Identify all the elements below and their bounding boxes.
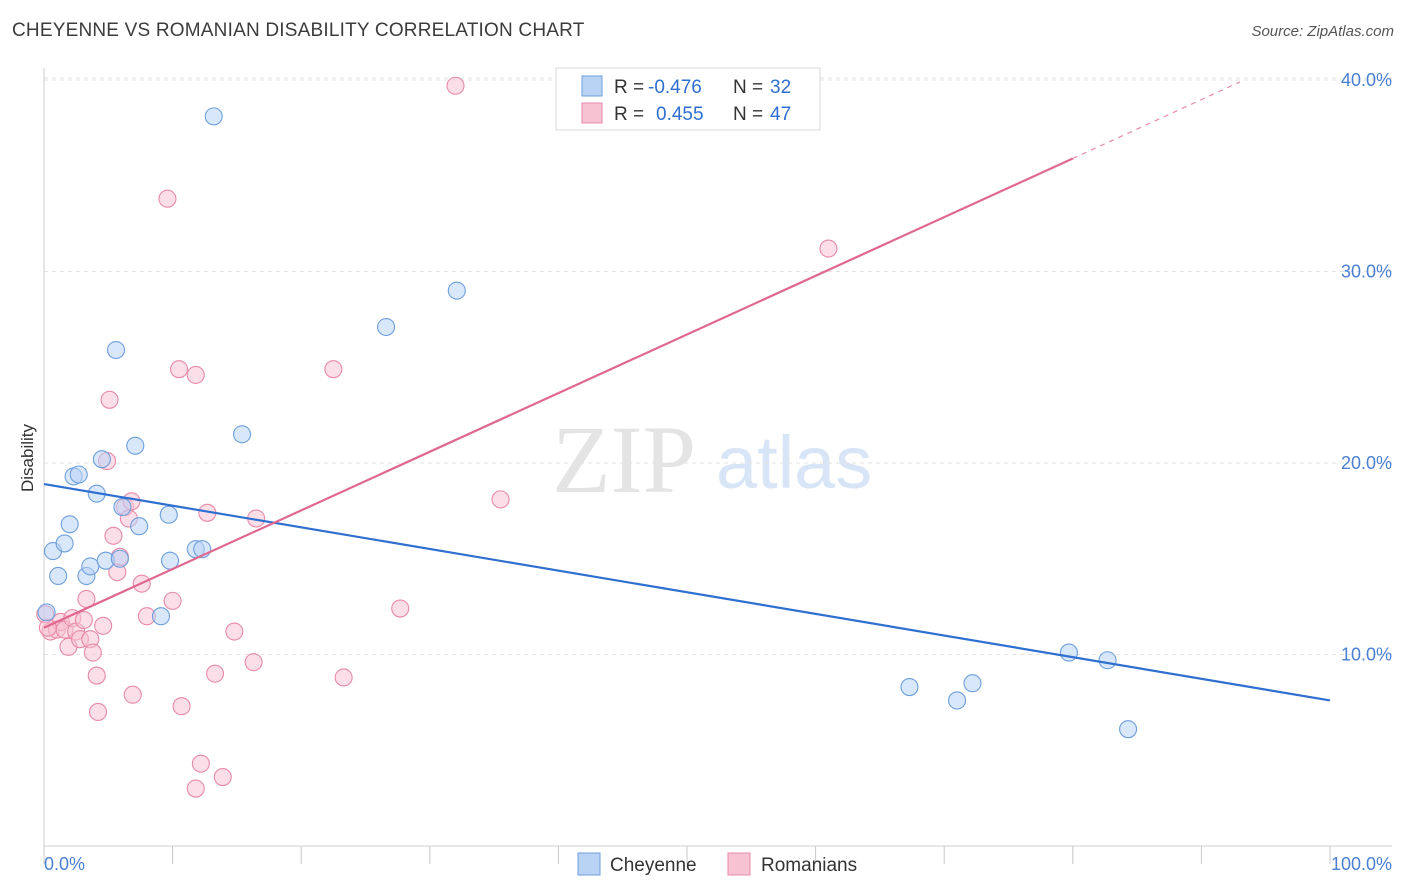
romanians-point xyxy=(83,643,102,662)
romanians-point xyxy=(38,618,57,637)
romanians-point xyxy=(163,591,182,610)
y-tick-label-10: 10.0% xyxy=(1341,645,1392,665)
romanians-point xyxy=(123,685,142,704)
romanians-trend-extension xyxy=(1072,81,1241,160)
cheyenne-point xyxy=(1119,720,1138,739)
cheyenne-point xyxy=(37,603,56,622)
axes xyxy=(43,68,1392,847)
legend-r-label-cheyenne: R = xyxy=(614,77,644,98)
romanians-point xyxy=(158,189,177,208)
cheyenne-point xyxy=(159,505,178,524)
legend-swatch-romanians xyxy=(581,102,603,124)
romanians-point xyxy=(88,702,108,722)
romanians-point xyxy=(491,490,510,509)
cheyenne-point xyxy=(106,340,126,360)
romanians-point xyxy=(100,390,119,409)
romanians-point xyxy=(213,768,232,787)
romanians-point xyxy=(169,360,189,379)
source-label: Source: ZipAtlas.com xyxy=(1251,23,1394,40)
romanians-trend-line xyxy=(43,157,1074,629)
romanians-point xyxy=(186,365,205,384)
cheyenne-point xyxy=(92,450,111,469)
y-tick-label-20: 20.0% xyxy=(1341,453,1392,473)
romanians-point xyxy=(391,599,410,618)
legend-r-value-romanians: 0.455 xyxy=(656,104,704,125)
bottom-legend-swatch-romanians xyxy=(727,852,751,876)
x-tick-label-min: 0.0% xyxy=(44,854,85,874)
y-axis-title: Disability xyxy=(18,423,37,492)
romanians-point xyxy=(446,76,465,95)
bottom-legend-label-romanians: Romanians xyxy=(761,855,857,876)
cheyenne-point xyxy=(110,549,129,568)
romanians-point xyxy=(205,664,225,683)
romanians-point xyxy=(172,697,191,716)
romanians-point xyxy=(225,622,244,641)
cheyenne-point xyxy=(130,517,149,536)
legend-r-value-cheyenne: -0.476 xyxy=(648,77,702,98)
romanians-point xyxy=(819,239,838,258)
cheyenne-point xyxy=(204,107,223,126)
x-ticks xyxy=(43,846,1331,864)
legend-n-value-romanians: 47 xyxy=(770,104,791,125)
romanians-point xyxy=(186,779,205,798)
romanians-point xyxy=(94,616,113,635)
cheyenne-point xyxy=(126,436,145,455)
y-tick-labels: 10.0% 20.0% 30.0% 40.0% xyxy=(1341,70,1392,665)
stats-legend: R = -0.476 N = 32 R = 0.455 N = 47 xyxy=(555,67,821,131)
legend-n-label-romanians: N = xyxy=(733,104,763,125)
romanians-point xyxy=(244,653,263,672)
cheyenne-point xyxy=(963,674,982,693)
bottom-legend-swatch-cheyenne xyxy=(577,852,601,876)
romanians-point xyxy=(74,610,93,630)
cheyenne-point xyxy=(151,607,171,626)
series-legend: Cheyenne Romanians xyxy=(577,852,857,876)
y-tick-label-30: 30.0% xyxy=(1341,262,1392,282)
watermark-zip: ZIP xyxy=(552,406,696,513)
cheyenne-point xyxy=(113,497,132,517)
cheyenne-trend-line xyxy=(43,482,1331,702)
watermark-atlas: atlas xyxy=(716,421,872,504)
romanians-point xyxy=(87,666,106,685)
romanians-point xyxy=(191,754,210,773)
cheyenne-point xyxy=(948,691,967,710)
cheyenne-point xyxy=(447,281,466,300)
cheyenne-point xyxy=(377,317,396,337)
legend-swatch-cheyenne xyxy=(581,75,603,97)
cheyenne-point xyxy=(81,557,100,576)
bottom-legend-label-cheyenne: Cheyenne xyxy=(610,855,697,876)
romanians-point xyxy=(104,526,123,545)
legend-r-label-romanians: R = xyxy=(614,104,644,125)
cheyenne-points xyxy=(37,107,1138,739)
cheyenne-point xyxy=(900,678,919,697)
cheyenne-point xyxy=(232,425,252,444)
cheyenne-point xyxy=(60,515,79,534)
legend-n-label-cheyenne: N = xyxy=(733,77,763,98)
chart-title: CHEYENNE VS ROMANIAN DISABILITY CORRELAT… xyxy=(12,20,585,41)
x-tick-label-max: 100.0% xyxy=(1331,854,1392,874)
cheyenne-point xyxy=(69,465,88,484)
legend-n-value-cheyenne: 32 xyxy=(770,77,791,98)
romanians-point xyxy=(324,360,343,379)
cheyenne-point xyxy=(1098,651,1117,670)
y-tick-label-40: 40.0% xyxy=(1341,70,1392,90)
cheyenne-point xyxy=(49,566,68,586)
trend-lines xyxy=(43,81,1331,702)
gridlines xyxy=(44,77,1392,655)
cheyenne-point xyxy=(55,534,74,553)
romanians-point xyxy=(334,668,353,687)
